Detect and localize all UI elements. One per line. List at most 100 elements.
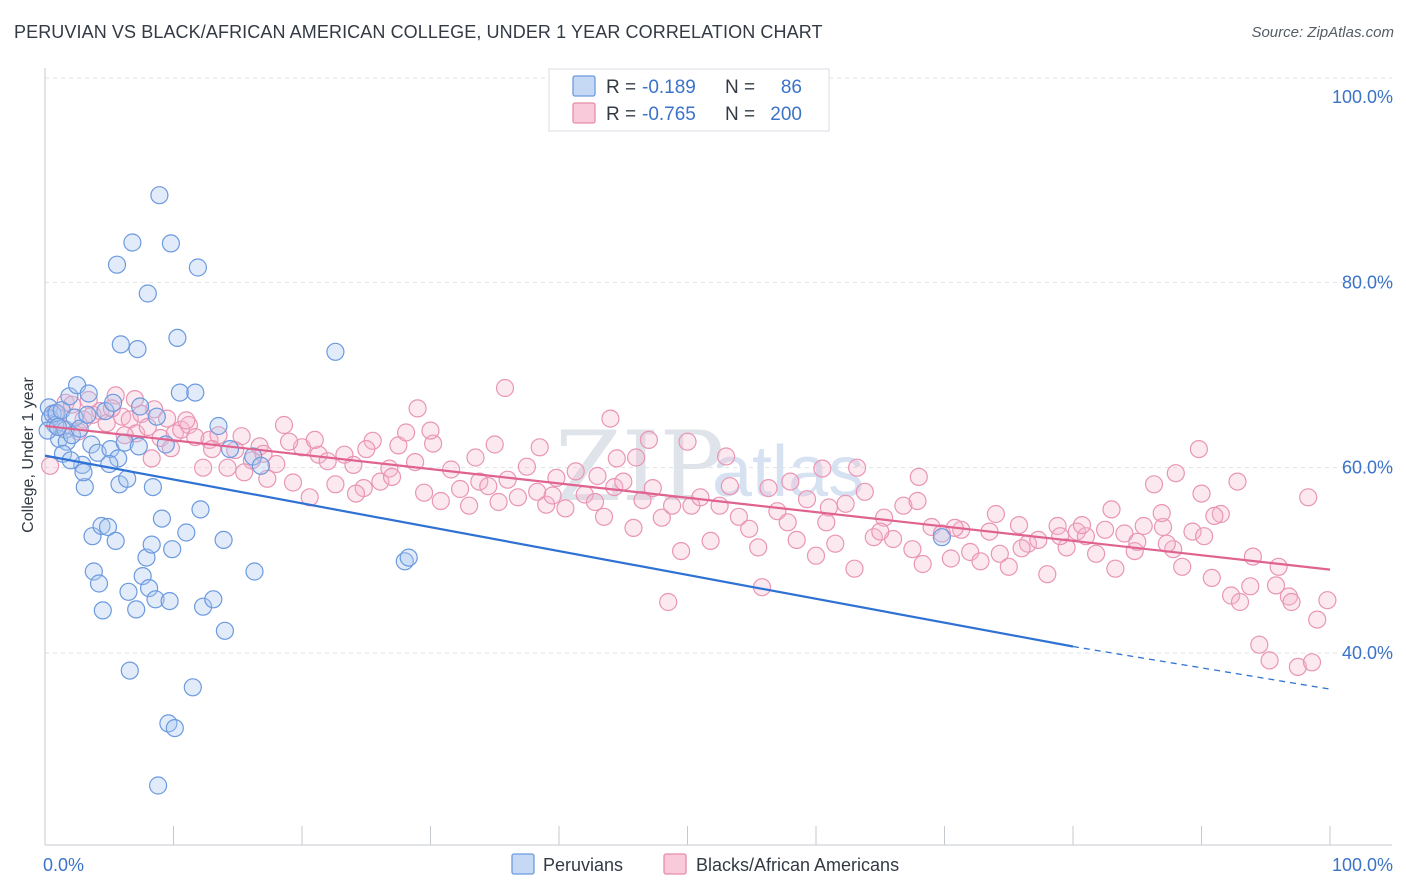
legend: Peruvians Blacks/African Americans <box>511 853 899 875</box>
legend-swatch-peruvian <box>511 853 535 875</box>
black-point-166 <box>142 449 161 468</box>
black-point-69 <box>594 507 614 526</box>
peruvian-point-28 <box>103 393 123 412</box>
stats-box: R = -0.189 N = 86 R = -0.765 N = 200 <box>548 68 830 132</box>
peruvian-point-50 <box>147 407 166 426</box>
black-point-147 <box>1228 472 1247 491</box>
black-point-94 <box>836 494 855 513</box>
black-point-196 <box>1152 503 1171 523</box>
peruvian-trend-line <box>44 454 1074 648</box>
black-point-71 <box>614 472 633 491</box>
peruvian-point-57 <box>161 234 180 253</box>
stats-r-value-0: -0.189 <box>642 77 696 98</box>
black-point-77 <box>671 541 691 561</box>
black-point-48 <box>397 423 416 442</box>
black-point-86 <box>759 479 778 498</box>
black-point-75 <box>652 508 671 527</box>
y-tick-label-0: 100.0% <box>1332 87 1393 107</box>
black-trend-line <box>44 424 1331 571</box>
x-tick-labels: 0.0% 100.0% <box>43 855 1393 875</box>
black-point-123 <box>1115 524 1134 543</box>
peruvian-point-58 <box>163 540 182 559</box>
black-point-144 <box>1318 591 1337 610</box>
black-point-182 <box>871 522 890 541</box>
black-point-155 <box>485 435 504 454</box>
black-point-90 <box>797 490 817 509</box>
black-point-177 <box>408 399 427 418</box>
black-point-54 <box>451 479 470 499</box>
peruvian-point-45 <box>138 284 157 303</box>
stats-n-label-1: N = <box>725 104 755 125</box>
x-tick-label-1: 100.0% <box>1332 855 1393 875</box>
black-point-61 <box>517 457 537 476</box>
peruvian-point-38 <box>123 233 142 252</box>
black-point-53 <box>442 460 461 479</box>
peruvian-point-17 <box>79 384 98 403</box>
black-point-114 <box>1029 530 1048 550</box>
black-point-172 <box>588 466 607 486</box>
black-point-40 <box>326 475 345 494</box>
peruvian-point-61 <box>170 383 189 402</box>
black-point-58 <box>489 492 508 512</box>
black-point-194 <box>1302 653 1322 672</box>
black-point-190 <box>1205 506 1224 526</box>
black-point-27 <box>218 458 237 477</box>
stats-r-label-1: R = <box>606 104 636 125</box>
black-point-192 <box>1266 576 1286 595</box>
peruvian-point-63 <box>183 678 202 697</box>
black-point-63 <box>537 495 556 514</box>
black-point-185 <box>1012 539 1031 558</box>
black-point-107 <box>961 542 980 562</box>
black-point-80 <box>701 531 720 551</box>
black-point-141 <box>1288 657 1308 677</box>
peruvian-point-24 <box>93 601 112 620</box>
black-point-195 <box>1194 527 1214 546</box>
black-point-157 <box>382 467 402 486</box>
black-point-0 <box>40 456 60 475</box>
black-point-131 <box>1192 484 1211 503</box>
y-axis-title: College, Under 1 year <box>20 377 37 533</box>
source-label: Source: ZipAtlas.com <box>1251 24 1394 41</box>
peruvian-point-19 <box>83 527 102 546</box>
black-point-142 <box>1299 488 1318 507</box>
black-point-39 <box>318 452 337 471</box>
black-point-188 <box>1128 532 1147 551</box>
black-point-17 <box>145 400 164 419</box>
black-point-158 <box>357 440 376 459</box>
peruvian-point-46 <box>140 578 159 598</box>
black-point-178 <box>346 484 366 503</box>
black-point-108 <box>971 552 990 571</box>
peruvian-point-67 <box>194 597 213 616</box>
black-point-180 <box>716 447 736 466</box>
stats-swatch-black <box>572 102 596 124</box>
black-point-151 <box>678 432 697 451</box>
black-point-55 <box>460 496 479 515</box>
black-point-179 <box>466 448 485 467</box>
stats-n-value-1: 200 <box>770 104 802 125</box>
black-point-156 <box>421 421 440 440</box>
black-point-72 <box>624 518 643 538</box>
peruvian-point-65 <box>188 258 207 277</box>
black-point-50 <box>415 483 434 502</box>
black-point-186 <box>1051 527 1070 546</box>
black-point-184 <box>986 504 1006 524</box>
black-point-143 <box>1308 610 1327 629</box>
black-point-193 <box>1282 592 1301 612</box>
black-point-70 <box>605 478 624 497</box>
black-point-95 <box>845 559 864 578</box>
black-point-96 <box>855 482 874 501</box>
black-point-160 <box>280 432 299 451</box>
peruvian-point-75 <box>251 456 270 475</box>
black-point-164 <box>177 411 196 430</box>
peruvian-point-20 <box>84 562 103 581</box>
black-point-181 <box>819 498 839 517</box>
peruvian-point-68 <box>204 590 223 609</box>
peruvian-point-76 <box>326 342 345 361</box>
peruvian-point-22 <box>89 574 109 593</box>
legend-swatch-black <box>663 853 687 875</box>
black-point-115 <box>1038 565 1057 584</box>
black-point-57 <box>479 477 498 496</box>
black-point-111 <box>999 557 1018 576</box>
black-point-135 <box>1230 592 1250 612</box>
